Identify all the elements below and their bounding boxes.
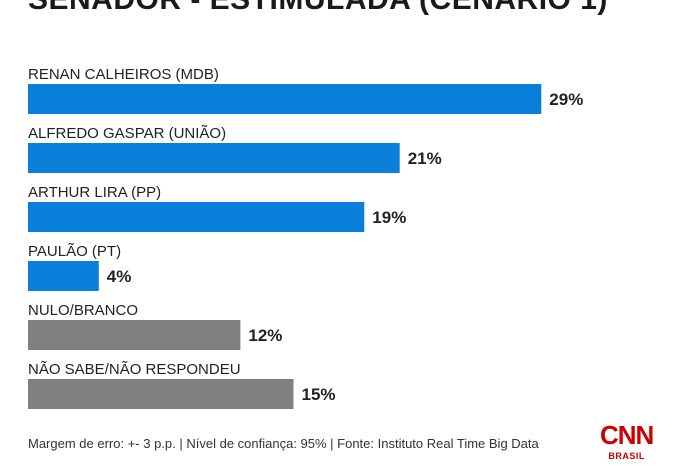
value-label: 19% — [372, 208, 406, 227]
category-label: NÃO SABE/NÃO RESPONDEU — [28, 361, 241, 378]
category-label: ARTHUR LIRA (PP) — [28, 184, 161, 201]
value-label: 4% — [107, 267, 132, 286]
category-label: PAULÃO (PT) — [28, 243, 121, 260]
cnn-brasil-logo: CNN BRASIL — [600, 420, 654, 462]
bar — [28, 84, 542, 114]
category-label: RENAN CALHEIROS (MDB) — [28, 66, 219, 83]
value-label: 15% — [302, 385, 336, 404]
chart-title: SENADOR - ESTIMULADA (CENÁRIO 1) — [28, 0, 608, 17]
logo-main: CNN — [600, 420, 654, 450]
logo-sub: BRASIL — [608, 451, 645, 461]
value-label: 21% — [408, 149, 442, 168]
footer-note: Margem de erro: +- 3 p.p. | Nível de con… — [28, 436, 539, 451]
value-label: 12% — [248, 326, 282, 345]
bar — [28, 379, 294, 409]
value-label: 29% — [549, 90, 583, 109]
category-label: NULO/BRANCO — [28, 302, 138, 319]
bar — [28, 143, 400, 173]
bar-chart: RENAN CALHEIROS (MDB) 29% ALFREDO GASPAR (… — [28, 66, 583, 409]
bar — [28, 202, 365, 232]
category-label: ALFREDO GASPAR (UNIÃO) — [28, 125, 226, 142]
bar — [28, 320, 241, 350]
bar — [28, 261, 99, 291]
